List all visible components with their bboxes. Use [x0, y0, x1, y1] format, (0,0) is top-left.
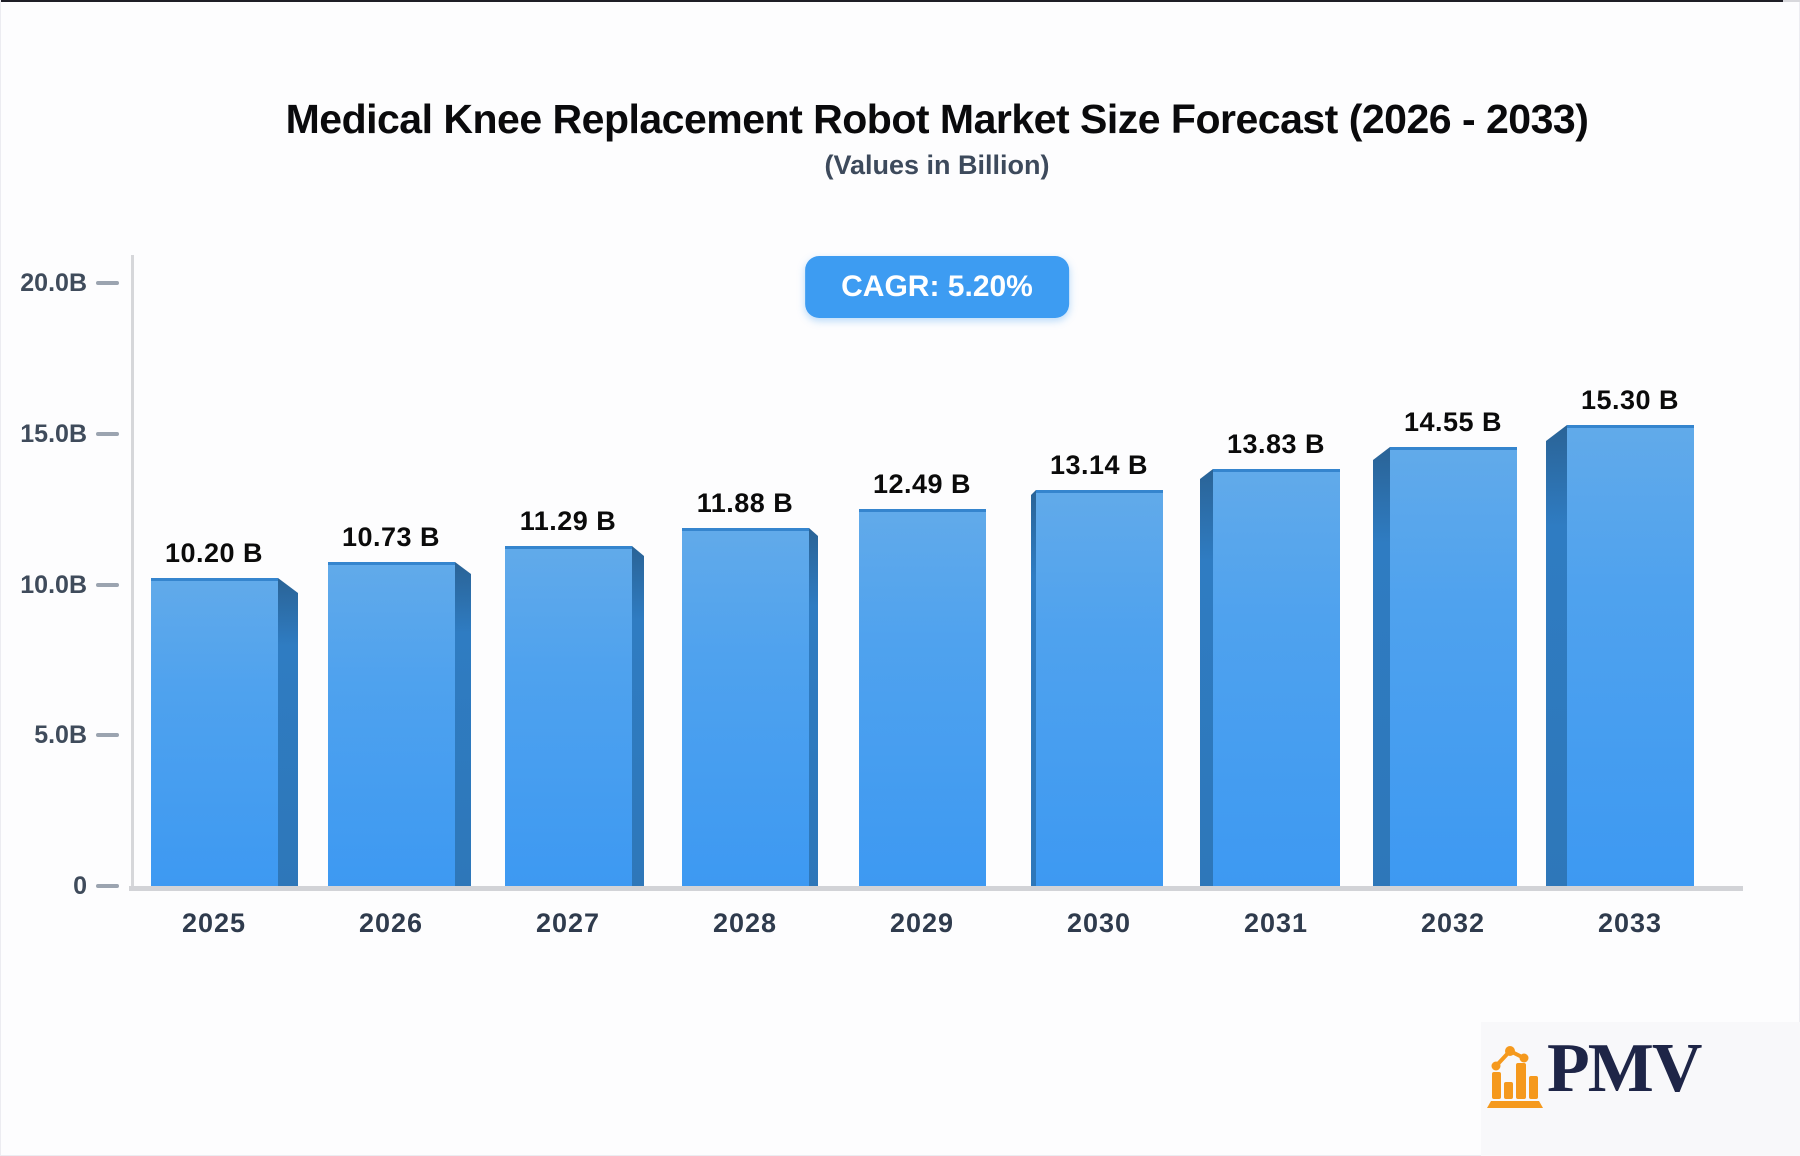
bar-chart-logo-icon: [1487, 1046, 1543, 1108]
x-axis-label: 2025: [181, 908, 247, 938]
bar: [328, 562, 455, 886]
bar: [151, 578, 278, 886]
bar-side-face: [1200, 469, 1213, 886]
y-axis-tick-mark: [96, 733, 119, 737]
chart-title: Medical Knee Replacement Robot Market Si…: [285, 96, 1589, 142]
chart-subtitle: (Values in Billion): [824, 150, 1050, 180]
y-axis-tick-label: 15.0B: [20, 420, 87, 448]
y-axis-tick-label: 10.0B: [20, 571, 87, 599]
x-axis-label: 2028: [712, 908, 778, 938]
brand-wordmark: PMV: [1547, 1030, 1702, 1107]
bar-side-face: [455, 562, 471, 886]
bar-value-label: 12.49 B: [872, 469, 972, 499]
bar: [859, 509, 986, 886]
bar-value-label: 14.55 B: [1403, 407, 1503, 437]
y-axis-line: [131, 255, 134, 889]
bar-value-label: 11.29 B: [519, 506, 617, 536]
bar: [1213, 469, 1340, 886]
bar-value-label: 15.30 B: [1580, 385, 1680, 415]
x-axis-label: 2032: [1420, 908, 1486, 938]
bar-side-face: [809, 528, 818, 886]
x-axis-label: 2031: [1243, 908, 1309, 938]
x-axis-label: 2030: [1066, 908, 1132, 938]
y-axis-tick-mark: [96, 583, 119, 587]
x-axis-label: 2027: [535, 908, 601, 938]
bar-value-label: 13.14 B: [1049, 450, 1149, 480]
bar-side-face: [278, 578, 298, 886]
bar-value-label: 10.73 B: [341, 522, 441, 552]
bar: [682, 528, 809, 886]
y-axis-tick-mark: [96, 281, 119, 285]
bar-value-label: 11.88 B: [696, 488, 794, 518]
y-axis-tick-mark: [96, 432, 119, 436]
bar-side-face: [1373, 447, 1390, 886]
y-axis-tick-label: 0: [73, 872, 87, 900]
bar-side-face: [1031, 490, 1036, 886]
bar-side-face: [632, 546, 644, 886]
y-axis-tick-mark: [96, 884, 119, 888]
brand-logo: PMV: [1487, 1032, 1787, 1122]
x-axis-label: 2029: [889, 908, 955, 938]
y-axis-tick-label: 20.0B: [20, 269, 87, 297]
x-axis-baseline: [129, 886, 1743, 891]
x-axis-label: 2033: [1597, 908, 1663, 938]
bar: [505, 546, 632, 886]
window-top-border: [1, 0, 1783, 2]
bar: [1390, 447, 1517, 886]
bar-value-label: 10.20 B: [164, 538, 264, 568]
y-axis-tick-label: 5.0B: [34, 721, 87, 749]
bar: [1567, 425, 1694, 886]
bar-value-label: 13.83 B: [1226, 429, 1326, 459]
bar: [1036, 490, 1163, 886]
cagr-badge: CAGR: 5.20%: [805, 256, 1069, 318]
x-axis-label: 2026: [358, 908, 424, 938]
bar-side-face: [1546, 425, 1567, 886]
window-top-border-end: [1783, 0, 1800, 2]
